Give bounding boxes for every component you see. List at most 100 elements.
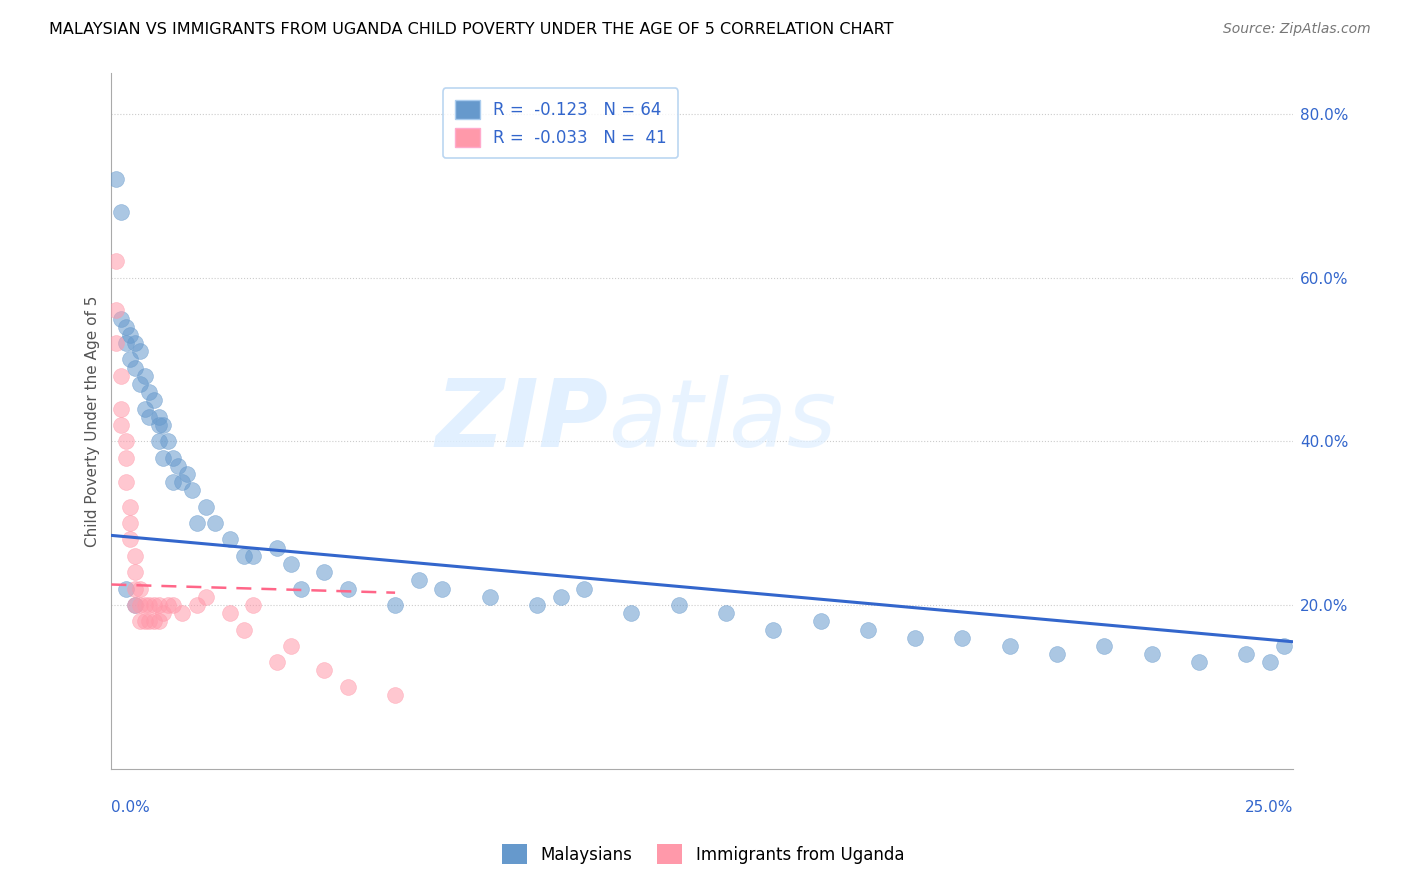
- Point: [114, 336, 136, 351]
- Point: [194, 590, 217, 604]
- Point: [110, 311, 132, 326]
- Point: [810, 615, 832, 629]
- Point: [526, 598, 548, 612]
- Point: [266, 655, 288, 669]
- Point: [134, 368, 156, 383]
- Point: [952, 631, 974, 645]
- Point: [242, 598, 264, 612]
- Point: [124, 598, 146, 612]
- Point: [148, 598, 170, 612]
- Point: [314, 664, 336, 678]
- Point: [218, 533, 240, 547]
- Point: [186, 516, 208, 530]
- Point: [1188, 655, 1211, 669]
- Point: [124, 360, 146, 375]
- Point: [143, 598, 166, 612]
- Point: [218, 606, 240, 620]
- Point: [186, 598, 208, 612]
- Point: [138, 385, 160, 400]
- Point: [242, 549, 264, 563]
- Point: [172, 475, 194, 490]
- Point: [1140, 647, 1163, 661]
- Point: [408, 574, 430, 588]
- Point: [124, 549, 146, 563]
- Point: [128, 582, 150, 596]
- Point: [120, 516, 142, 530]
- Point: [148, 409, 170, 424]
- Point: [478, 590, 501, 604]
- Point: [128, 344, 150, 359]
- Point: [714, 606, 737, 620]
- Point: [124, 598, 146, 612]
- Point: [120, 500, 142, 514]
- Point: [143, 393, 166, 408]
- Point: [1272, 639, 1295, 653]
- Text: ZIP: ZIP: [434, 375, 607, 467]
- Point: [110, 368, 132, 383]
- Point: [152, 417, 174, 432]
- Point: [762, 623, 785, 637]
- Point: [114, 475, 136, 490]
- Point: [668, 598, 690, 612]
- Point: [162, 450, 184, 465]
- Point: [172, 606, 194, 620]
- Y-axis label: Child Poverty Under the Age of 5: Child Poverty Under the Age of 5: [86, 295, 100, 547]
- Text: 25.0%: 25.0%: [1244, 800, 1294, 815]
- Text: MALAYSIAN VS IMMIGRANTS FROM UGANDA CHILD POVERTY UNDER THE AGE OF 5 CORRELATION: MALAYSIAN VS IMMIGRANTS FROM UGANDA CHIL…: [49, 22, 894, 37]
- Point: [290, 582, 312, 596]
- Point: [1234, 647, 1257, 661]
- Point: [138, 409, 160, 424]
- Point: [105, 172, 128, 186]
- Point: [120, 533, 142, 547]
- Point: [620, 606, 643, 620]
- Point: [194, 500, 217, 514]
- Point: [114, 434, 136, 449]
- Text: 0.0%: 0.0%: [111, 800, 150, 815]
- Point: [336, 582, 359, 596]
- Point: [1046, 647, 1069, 661]
- Point: [114, 319, 136, 334]
- Point: [148, 615, 170, 629]
- Point: [176, 467, 198, 481]
- Point: [138, 615, 160, 629]
- Point: [1258, 655, 1281, 669]
- Point: [550, 590, 572, 604]
- Legend: R =  -0.123   N = 64, R =  -0.033   N =  41: R = -0.123 N = 64, R = -0.033 N = 41: [443, 88, 678, 159]
- Point: [152, 450, 174, 465]
- Point: [266, 541, 288, 555]
- Point: [336, 680, 359, 694]
- Point: [998, 639, 1021, 653]
- Point: [114, 450, 136, 465]
- Point: [110, 401, 132, 416]
- Point: [120, 327, 142, 342]
- Point: [1092, 639, 1115, 653]
- Point: [384, 688, 406, 702]
- Point: [105, 254, 128, 268]
- Point: [124, 336, 146, 351]
- Point: [134, 615, 156, 629]
- Point: [110, 417, 132, 432]
- Point: [134, 401, 156, 416]
- Point: [162, 598, 184, 612]
- Point: [124, 566, 146, 580]
- Text: atlas: atlas: [607, 376, 837, 467]
- Point: [280, 639, 302, 653]
- Point: [280, 557, 302, 571]
- Point: [114, 582, 136, 596]
- Point: [856, 623, 879, 637]
- Text: Source: ZipAtlas.com: Source: ZipAtlas.com: [1223, 22, 1371, 37]
- Point: [152, 606, 174, 620]
- Point: [157, 434, 180, 449]
- Point: [432, 582, 454, 596]
- Point: [384, 598, 406, 612]
- Point: [120, 352, 142, 367]
- Point: [232, 623, 254, 637]
- Point: [180, 483, 202, 498]
- Point: [124, 582, 146, 596]
- Point: [110, 205, 132, 219]
- Point: [148, 434, 170, 449]
- Point: [204, 516, 226, 530]
- Point: [128, 615, 150, 629]
- Point: [166, 458, 188, 473]
- Point: [128, 376, 150, 391]
